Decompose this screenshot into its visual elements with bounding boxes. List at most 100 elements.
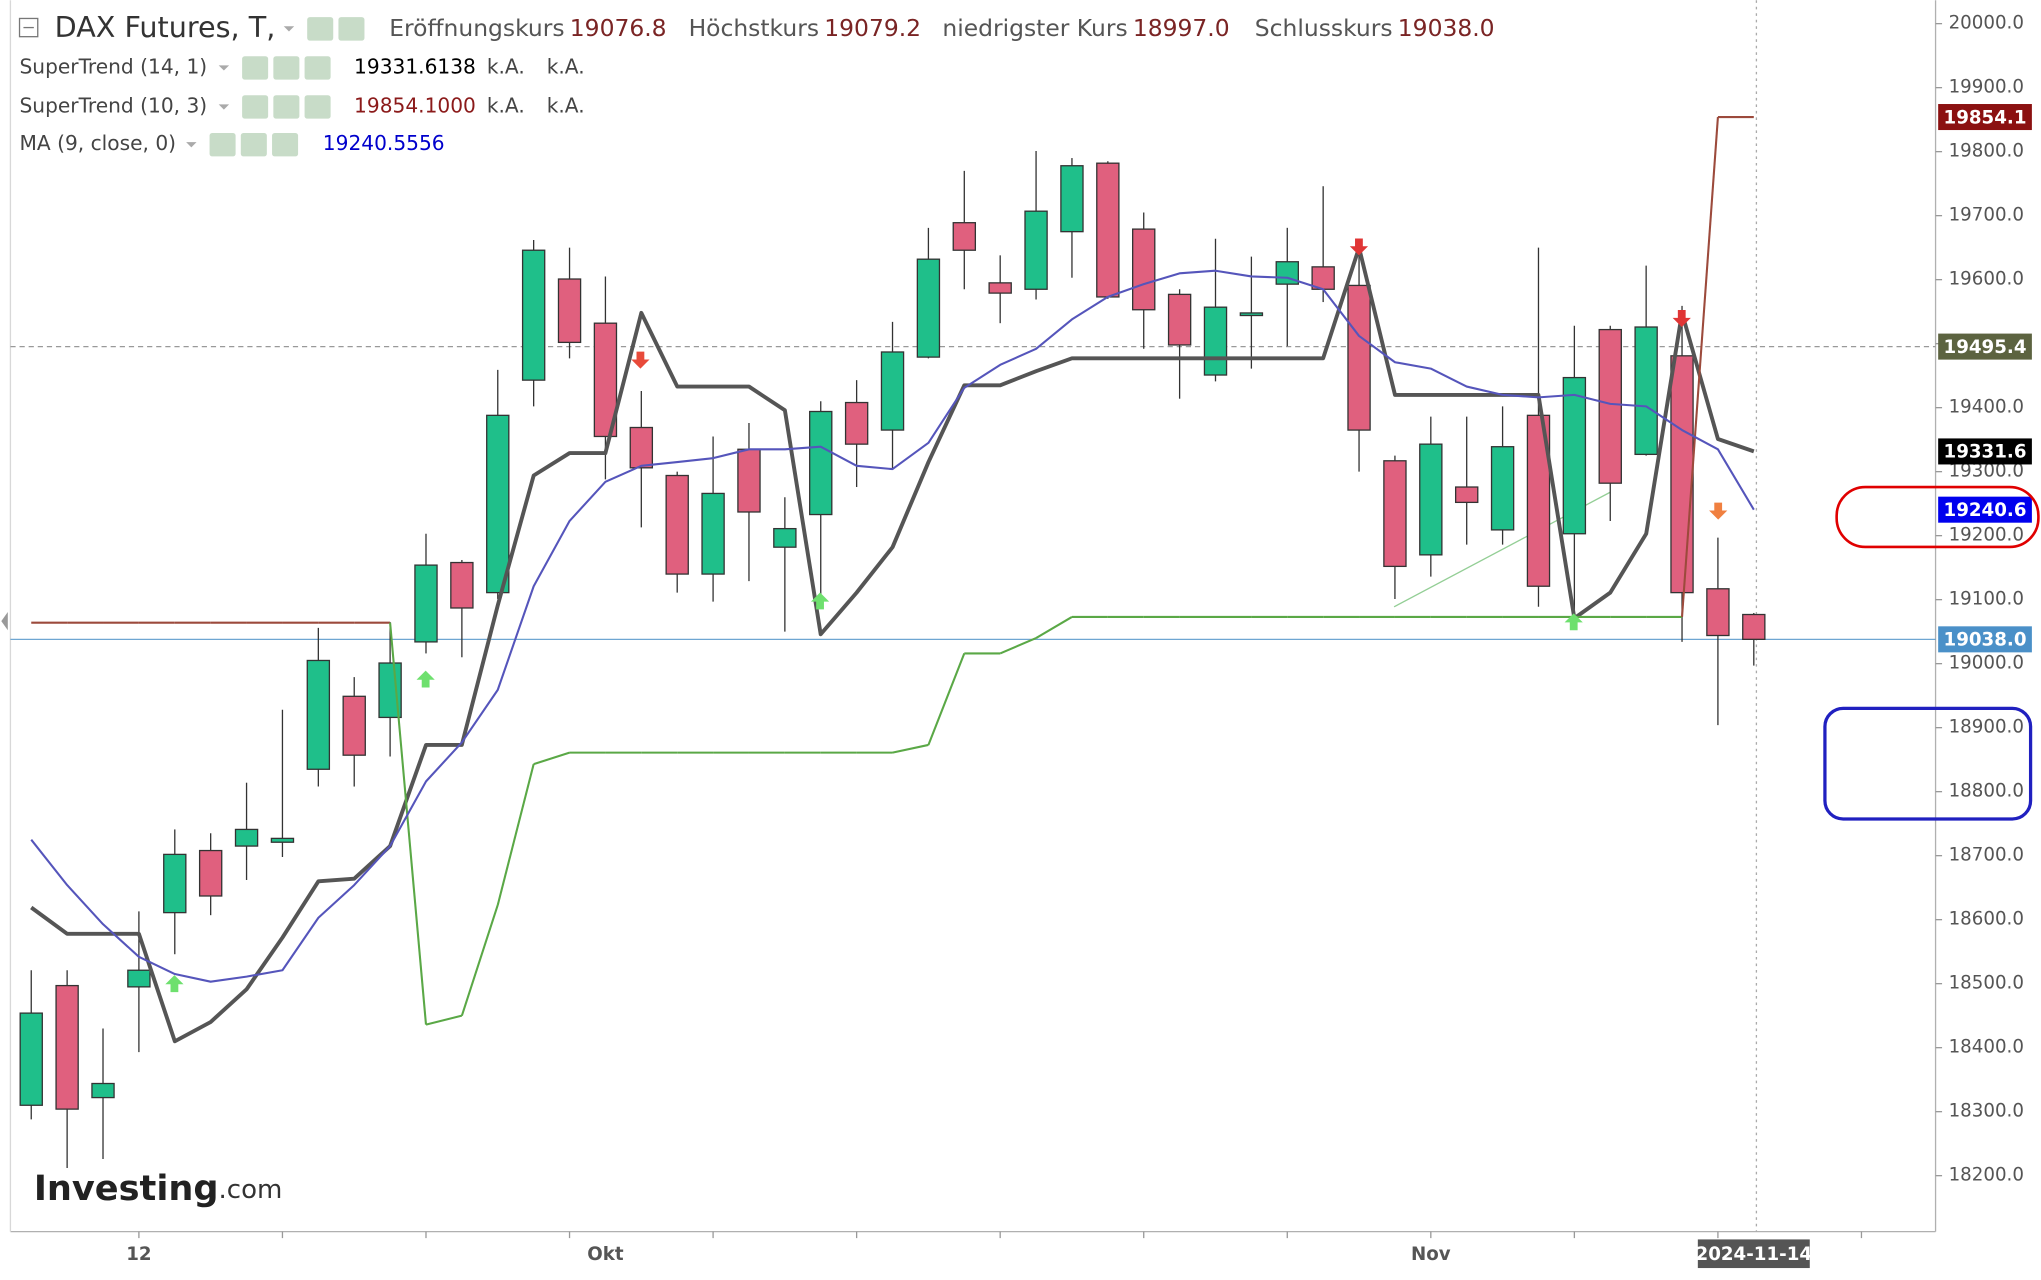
supertrend-segment — [425, 1014, 463, 1026]
legend-note: k.A. — [547, 54, 585, 78]
candle-body — [486, 414, 510, 594]
logo-suffix: .com — [219, 1174, 283, 1204]
icon-button[interactable] — [273, 95, 300, 119]
icon-button[interactable] — [272, 133, 299, 157]
signal-arrow — [1709, 502, 1728, 520]
y-tick-label: 20000.0 — [1949, 13, 2024, 34]
y-tick-label: 19200.0 — [1949, 525, 2024, 546]
indicator-line — [30, 269, 1755, 983]
y-tick-label: 19100.0 — [1949, 589, 2024, 610]
candle-body — [1419, 443, 1443, 556]
icon-button[interactable] — [338, 17, 365, 41]
price-tag — [1938, 333, 2032, 360]
icon-button[interactable] — [240, 133, 267, 157]
supertrend-segment — [533, 751, 570, 766]
icon-button[interactable] — [273, 56, 300, 80]
y-tick-label: 18500.0 — [1949, 973, 2024, 994]
candle-body — [1132, 228, 1156, 311]
icon-button[interactable] — [242, 56, 269, 80]
candle-body — [306, 659, 331, 770]
supertrend-segment — [460, 904, 499, 1016]
ohlc-value: 19038.0 — [1398, 13, 1495, 41]
candle-body — [1670, 355, 1694, 594]
candle-body — [450, 561, 474, 609]
y-tick-label: 18400.0 — [1949, 1037, 2024, 1058]
collapse-box[interactable] — [18, 17, 39, 38]
y-tick-label: 18900.0 — [1949, 717, 2024, 738]
y-tick-label: 18200.0 — [1949, 1165, 2024, 1186]
price-tag-label: 19038.0 — [1944, 630, 2027, 651]
candle-body — [1024, 210, 1048, 290]
y-tick-label: 19900.0 — [1949, 77, 2024, 98]
candle-body — [1167, 293, 1192, 346]
candle-body — [127, 969, 151, 988]
candle-body — [1060, 165, 1084, 233]
overlay: 19854.1 19495.4 19331.6 19240.6 19038.0 DAX F… — [18, 10, 2040, 1209]
x-tick-label: Okt — [587, 1244, 624, 1265]
candle-body — [1562, 376, 1587, 535]
icon-button[interactable] — [304, 95, 331, 119]
candle-body — [1598, 328, 1622, 484]
candle-body — [55, 984, 79, 1110]
candle-body — [988, 282, 1012, 294]
candle-body — [198, 849, 223, 897]
ohlc-label: Schlusskurs — [1255, 13, 1393, 41]
icon-button[interactable] — [304, 56, 331, 80]
candle-body — [1742, 613, 1766, 640]
price-tag-label: 19240.6 — [1944, 500, 2027, 521]
y-tick-label: 19800.0 — [1949, 141, 2024, 162]
ohlc-field: Höchstkurs 19079.2 — [689, 13, 921, 41]
y-tick-label: 19000.0 — [1949, 653, 2024, 674]
logo-brand: Investing — [34, 1168, 219, 1209]
dropdown-caret[interactable] — [186, 142, 197, 148]
signal-arrow — [631, 351, 650, 369]
candle-body — [19, 1012, 43, 1106]
y-tick-label: 18700.0 — [1949, 845, 2024, 866]
legend-entry: MA (9, close, 0) — [20, 131, 177, 155]
scroll-arrow — [1, 612, 8, 631]
ohlc-field: Eröffnungskurs 19076.8 — [389, 13, 666, 41]
cursor-date-box — [1697, 1239, 1810, 1269]
logo: Investing.com — [34, 1168, 283, 1209]
supertrend-segment — [927, 653, 966, 746]
icon-button[interactable] — [209, 133, 236, 157]
ohlc-label: Eröffnungskurs — [389, 13, 564, 41]
candle-body — [773, 527, 797, 548]
ohlc-label: niedrigster Kurs — [942, 13, 1127, 41]
dropdown-caret[interactable] — [283, 26, 295, 32]
dropdown-caret[interactable] — [218, 104, 230, 110]
candle-body — [1383, 460, 1407, 568]
signal-arrow — [1672, 310, 1691, 327]
y-tick-label: 19300.0 — [1949, 461, 2024, 482]
legend-note: k.A. — [487, 54, 525, 78]
icon-button[interactable] — [242, 95, 269, 119]
candle-body — [557, 278, 582, 344]
dropdown-caret[interactable] — [218, 65, 230, 71]
icon-button[interactable] — [307, 17, 334, 41]
legend-entry: SuperTrend (10, 3) — [20, 93, 208, 117]
annotation-box — [1823, 706, 2033, 821]
y-tick-label: 18800.0 — [1949, 781, 2024, 802]
legend-value: 19240.5556 — [323, 131, 445, 155]
candle-body — [270, 837, 295, 843]
legend-entry: SuperTrend (14, 1) — [20, 54, 208, 78]
supertrend-segment — [389, 622, 428, 1025]
price-tag — [1938, 104, 2032, 131]
candle-body — [1347, 284, 1371, 431]
y-tick-label: 19600.0 — [1949, 269, 2024, 290]
ohlc-field: Schlusskurs 19038.0 — [1255, 13, 1495, 41]
legend-note: k.A. — [547, 93, 585, 117]
price-tag — [1938, 438, 2032, 465]
price-tag — [1938, 496, 2032, 523]
supertrend-segment — [1035, 616, 1073, 639]
signal-arrow — [165, 975, 184, 993]
indicator-line — [30, 245, 1755, 1044]
candle-body — [521, 249, 546, 381]
candle-body — [234, 828, 259, 847]
candle-body — [1634, 326, 1658, 456]
supertrend-segment — [892, 743, 929, 754]
price-tag-label: 19854.1 — [1944, 107, 2027, 128]
x-tick-label: Nov — [1411, 1244, 1451, 1265]
candle-body — [952, 222, 977, 251]
